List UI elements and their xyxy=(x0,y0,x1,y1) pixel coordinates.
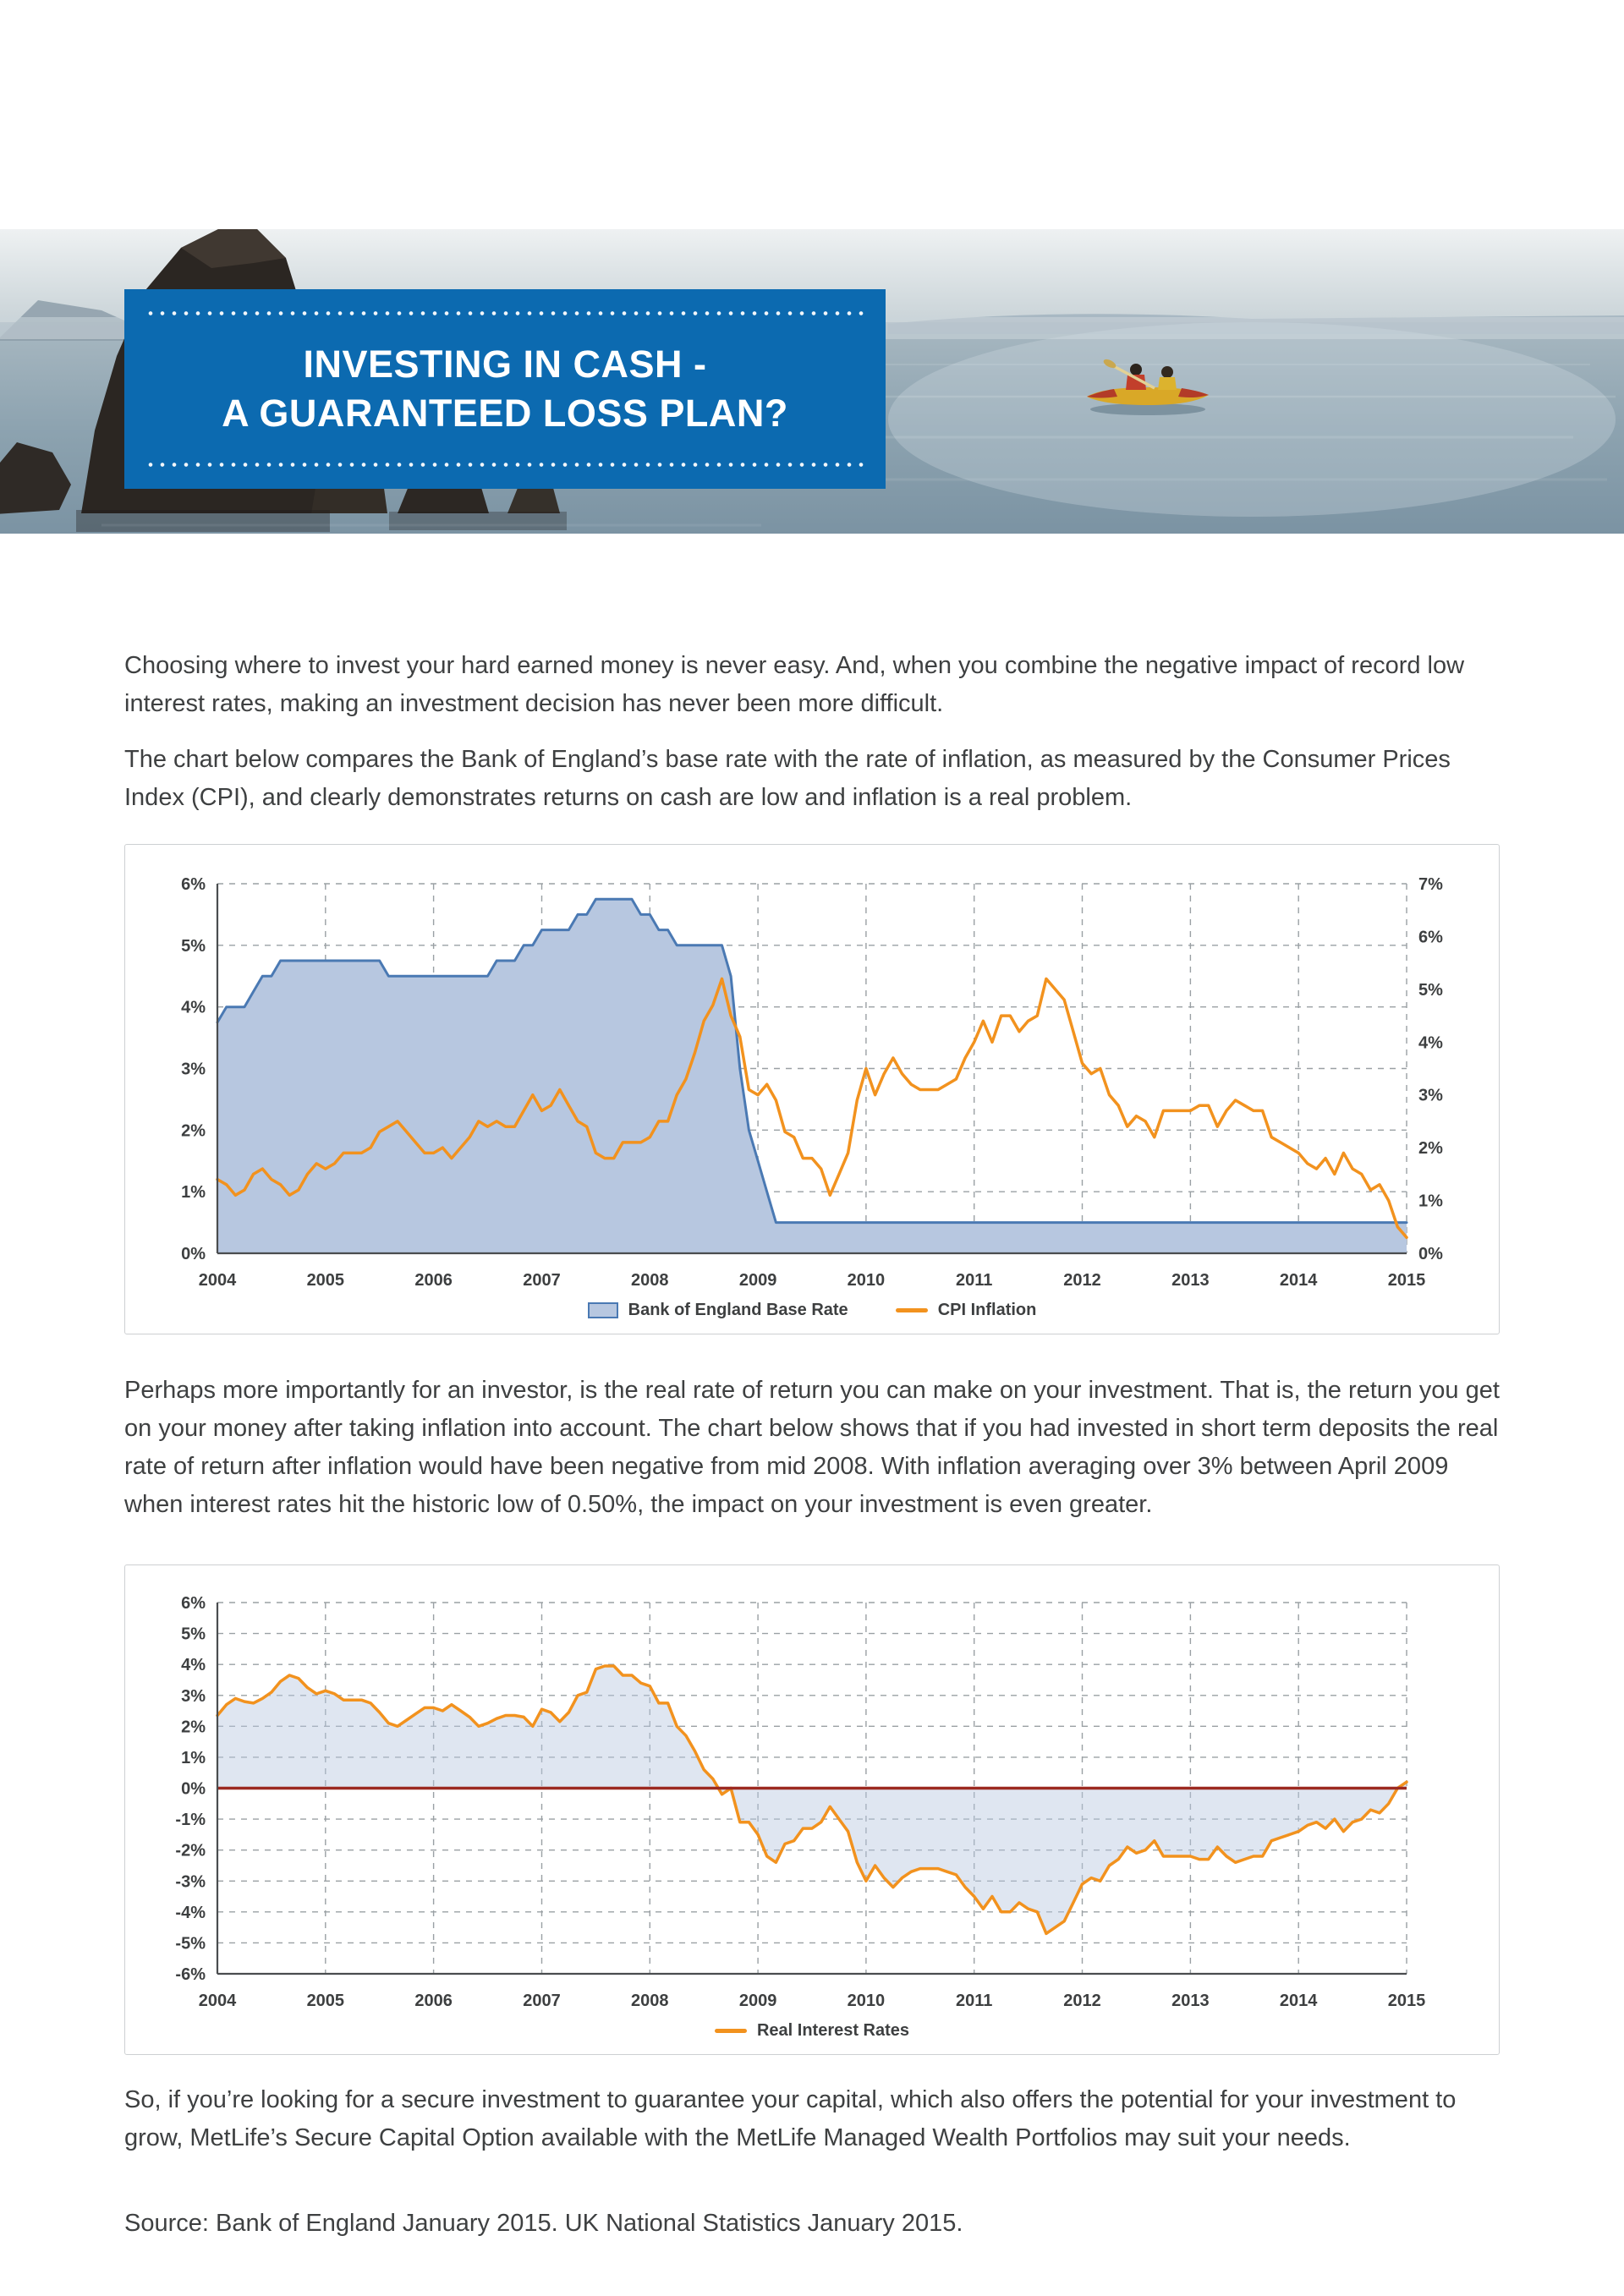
base-rate-vs-cpi-chart: 6% 5% 4% 3% 2% 1% 0% 7% 6% 5% 4% 3% 2% 1% 0% 2004 2005 20… xyxy=(181,875,1443,1290)
title-line-2: A GUARANTEED LOSS PLAN? xyxy=(222,392,788,435)
y2-tick-label: 7% xyxy=(1418,875,1443,894)
x-tick-label: 2014 xyxy=(1280,1271,1318,1290)
x-tick-label: 2007 xyxy=(523,1271,561,1290)
x-tick-label: 2006 xyxy=(414,1271,453,1290)
series-line xyxy=(216,897,1408,1225)
x-tick-label: 2009 xyxy=(739,1271,777,1290)
x-tick-label: 2009 xyxy=(739,1992,777,2010)
page-content: Choosing where to invest your hard earne… xyxy=(0,534,1624,2243)
y-tick-label: 2% xyxy=(181,1718,206,1736)
x-tick-label: 2004 xyxy=(199,1271,237,1290)
x-tick-label: 2010 xyxy=(848,1271,886,1290)
y-tick-label: 1% xyxy=(181,1183,206,1202)
y2-tick-label: 4% xyxy=(1418,1033,1443,1052)
y-tick-label: 5% xyxy=(181,1625,206,1644)
kayak xyxy=(1087,359,1209,415)
y2-tick-label: 0% xyxy=(1418,1245,1443,1263)
y2-tick-label: 6% xyxy=(1418,928,1443,946)
chart2-description: Perhaps more importantly for an investor… xyxy=(124,1377,1500,1518)
title-line-1: INVESTING IN CASH - xyxy=(303,342,707,386)
x-tick-label: 2011 xyxy=(956,1992,992,2010)
y-tick-label: -6% xyxy=(175,1965,206,1984)
x-tick-label: 2013 xyxy=(1171,1992,1210,2010)
base-rate-swatch xyxy=(587,1302,618,1318)
y2-tick-label: 5% xyxy=(1418,981,1443,1000)
sun-glint xyxy=(888,322,1616,517)
series-line xyxy=(216,1664,1408,1936)
y-tick-label: -4% xyxy=(175,1904,206,1922)
series-fill xyxy=(217,1666,1407,1934)
hero-banner: INVESTING IN CASH - A GUARANTEED LOSS PL… xyxy=(0,229,1624,534)
y2-tick-label: 2% xyxy=(1418,1139,1443,1158)
y-tick-label: 2% xyxy=(181,1121,206,1140)
y-tick-label: 3% xyxy=(181,1060,206,1079)
x-tick-label: 2012 xyxy=(1063,1992,1101,2010)
cpi-swatch xyxy=(895,1308,928,1312)
y-tick-label: 6% xyxy=(181,875,206,894)
x-tick-label: 2014 xyxy=(1280,1992,1318,2010)
x-tick-label: 2013 xyxy=(1171,1271,1210,1290)
y-tick-label: 6% xyxy=(181,1594,206,1613)
x-tick-label: 2008 xyxy=(631,1271,669,1290)
y2-tick-label: 3% xyxy=(1418,1087,1443,1105)
dotted-rule-bottom xyxy=(145,463,865,467)
y-tick-label: 5% xyxy=(181,937,206,956)
legend-item-real-rates: Real Interest Rates xyxy=(714,2021,910,2041)
chart1-description: The chart below compares the Bank of Eng… xyxy=(124,746,1451,811)
y-tick-label: -3% xyxy=(175,1872,206,1891)
closing-paragraph: So, if you’re looking for a secure inves… xyxy=(124,2086,1457,2151)
real-interest-rates-chart: 6% 5% 4% 3% 2% 1% 0% -1% -2% -3% -4% -5% -6% 2004 2005… xyxy=(175,1594,1426,2010)
legend-item-base-rate: Bank of England Base Rate xyxy=(587,1301,848,1320)
legend-label-base-rate: Bank of England Base Rate xyxy=(628,1301,848,1319)
chart1-panel: 6% 5% 4% 3% 2% 1% 0% 7% 6% 5% 4% 3% 2% 1% 0% 2004 2005 20… xyxy=(124,844,1500,1334)
x-tick-label: 2012 xyxy=(1063,1271,1101,1290)
x-tick-label: 2005 xyxy=(307,1271,345,1290)
intro-paragraph: Choosing where to invest your hard earne… xyxy=(124,652,1465,717)
x-tick-label: 2008 xyxy=(631,1992,669,2010)
x-tick-label: 2007 xyxy=(523,1992,561,2010)
page-title: INVESTING IN CASH - A GUARANTEED LOSS PL… xyxy=(145,340,865,437)
series-line xyxy=(216,977,1408,1240)
real-rates-swatch xyxy=(714,2029,747,2033)
y-tick-label: 4% xyxy=(181,1656,206,1674)
y-tick-label: 0% xyxy=(181,1780,206,1799)
legend-item-cpi: CPI Inflation xyxy=(895,1301,1037,1320)
y-tick-label: 0% xyxy=(181,1245,206,1263)
y-tick-label: -1% xyxy=(175,1811,206,1829)
y-tick-label: -5% xyxy=(175,1934,206,1953)
x-tick-label: 2004 xyxy=(199,1992,237,2010)
chart2-panel: 6% 5% 4% 3% 2% 1% 0% -1% -2% -3% -4% -5% -6% 2004 2005… xyxy=(124,1564,1500,2055)
y-tick-label: -2% xyxy=(175,1842,206,1860)
dotted-rule-top xyxy=(145,311,865,315)
x-tick-label: 2011 xyxy=(956,1271,992,1290)
title-banner: INVESTING IN CASH - A GUARANTEED LOSS PL… xyxy=(124,289,886,489)
legend-label-cpi: CPI Inflation xyxy=(937,1301,1037,1319)
source-note: Source: Bank of England January 2015. UK… xyxy=(124,2210,963,2237)
series-fill xyxy=(217,899,1407,1253)
x-tick-label: 2015 xyxy=(1388,1271,1426,1290)
chart2-legend: Real Interest Rates xyxy=(145,2021,1479,2041)
y-tick-label: 4% xyxy=(181,999,206,1017)
x-tick-label: 2015 xyxy=(1388,1992,1426,2010)
y2-tick-label: 1% xyxy=(1418,1192,1443,1211)
x-tick-label: 2006 xyxy=(414,1992,453,2010)
legend-label-real-rates: Real Interest Rates xyxy=(756,2021,910,2040)
x-tick-label: 2010 xyxy=(848,1992,886,2010)
y-tick-label: 1% xyxy=(181,1749,206,1767)
y-tick-label: 3% xyxy=(181,1687,206,1706)
chart1-legend: Bank of England Base Rate CPI Inflation xyxy=(145,1301,1479,1320)
x-tick-label: 2005 xyxy=(307,1992,345,2010)
